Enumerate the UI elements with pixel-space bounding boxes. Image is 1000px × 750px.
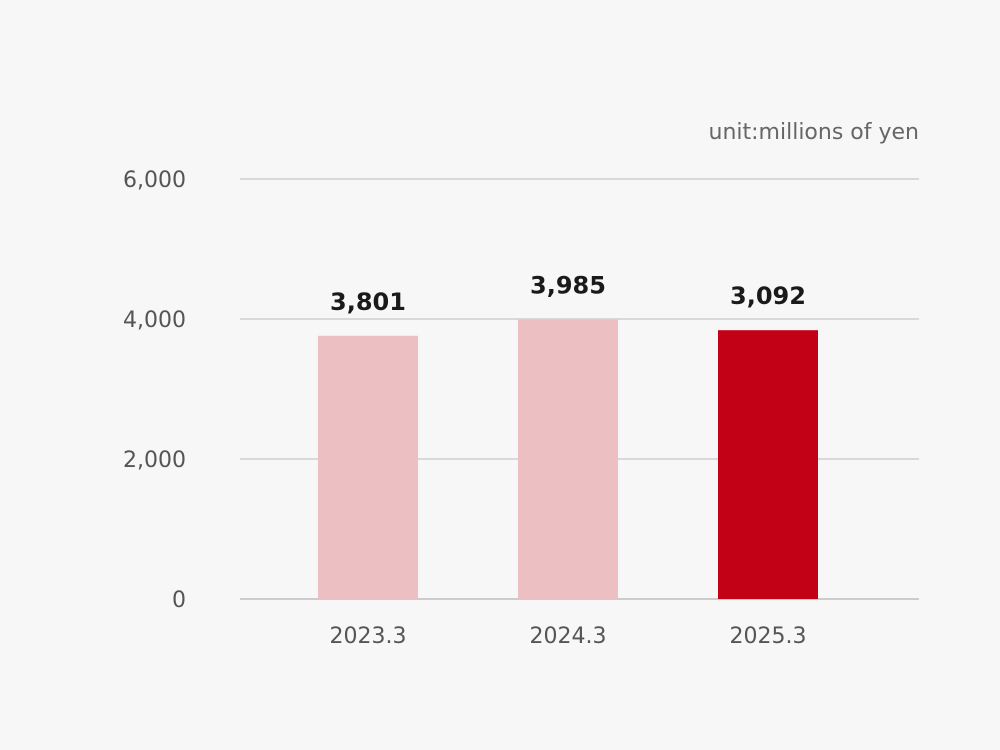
x-axis-tick-labels: 2023.3 2024.3 2025.3 <box>330 624 807 649</box>
y-tick-label: 2,000 <box>123 448 186 473</box>
data-label-2025.3: 3,092 <box>730 282 806 310</box>
bar-2024.3 <box>518 319 618 599</box>
y-tick-label: 0 <box>172 588 186 613</box>
x-tick-label-2023.3: 2023.3 <box>330 624 407 649</box>
data-labels: 3,801 3,985 3,092 <box>330 272 806 316</box>
y-axis-tick-labels: 0 2,000 4,000 6,000 <box>123 168 186 613</box>
x-tick-label-2024.3: 2024.3 <box>530 624 607 649</box>
data-label-2023.3: 3,801 <box>330 288 406 316</box>
y-tick-label: 6,000 <box>123 168 186 193</box>
bar-2023.3 <box>318 335 418 599</box>
y-tick-label: 4,000 <box>123 308 186 333</box>
data-label-2024.3: 3,985 <box>530 272 606 300</box>
x-tick-label-2025.3: 2025.3 <box>730 624 807 649</box>
bar-2025.3 <box>718 330 818 599</box>
bars <box>318 319 818 599</box>
unit-label: unit:millions of yen <box>709 120 919 145</box>
